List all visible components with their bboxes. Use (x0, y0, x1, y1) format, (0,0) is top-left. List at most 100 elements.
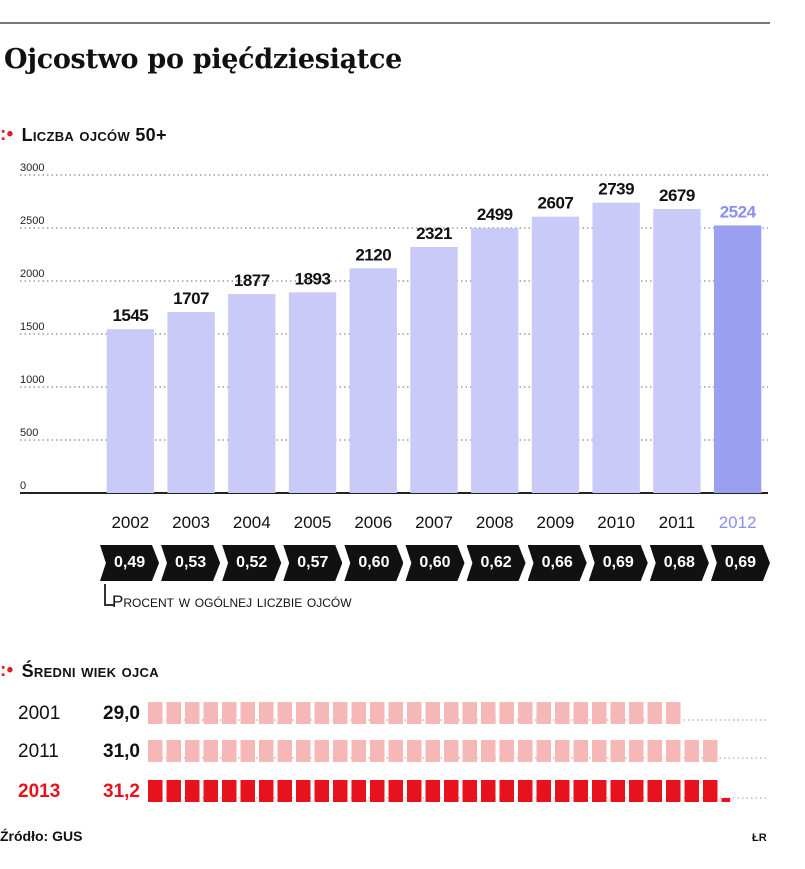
age-segment (240, 740, 255, 762)
age-segment (259, 780, 274, 802)
age-segment (240, 702, 255, 724)
age-value-label: 29,0 (103, 703, 140, 724)
age-segment (222, 702, 237, 724)
age-segment (610, 740, 625, 762)
age-segment (499, 780, 514, 802)
percent-note: Procent w ogólnej liczbie ojców (104, 584, 352, 612)
percent-badge: 0,62 (466, 545, 526, 581)
age-segment (518, 702, 533, 724)
bar (167, 312, 215, 493)
age-segment (148, 702, 163, 724)
age-segment (647, 702, 662, 724)
percent-note-label: Procent w ogólnej liczbie ojców (112, 592, 352, 611)
average-age-chart: 2001 29,0 2011 31,0 2013 31,2 (0, 700, 768, 804)
age-segment (444, 780, 459, 802)
age-segment (166, 702, 181, 724)
age-segment (647, 780, 662, 802)
age-segment (666, 702, 681, 724)
section-average-age: :• Średni wiek ojca (0, 660, 159, 682)
age-segment (684, 740, 699, 762)
age-segment (370, 780, 385, 802)
age-segment (444, 740, 459, 762)
age-segment (629, 780, 644, 802)
age-segment (259, 702, 274, 724)
fathers-bar-chart: 0 500 1000 1500 2000 2500 3000 1545 2002 1707 2003… (20, 162, 768, 532)
age-segment (277, 740, 292, 762)
x-tick-label: 2004 (233, 513, 271, 532)
label-mask (0, 700, 145, 726)
age-segment (629, 702, 644, 724)
age-segment (481, 740, 496, 762)
age-segment (166, 780, 181, 802)
age-segment (407, 780, 422, 802)
bar (349, 268, 397, 493)
age-segment (462, 740, 477, 762)
percent-badge: 0,57 (283, 545, 343, 581)
age-segment (296, 702, 311, 724)
section-title-age: Średni wiek ojca (21, 660, 159, 681)
x-tick-label: 2007 (415, 513, 453, 532)
age-segment (407, 740, 422, 762)
y-tick-label: 2500 (20, 215, 44, 227)
age-segment (314, 702, 329, 724)
age-segment-partial (721, 798, 731, 802)
age-segment (573, 702, 588, 724)
x-tick-label: 2005 (294, 513, 332, 532)
x-tick-label: 2006 (354, 513, 392, 532)
x-tick-label: 2003 (172, 513, 210, 532)
age-segment (499, 702, 514, 724)
age-segment (370, 740, 385, 762)
age-segment (573, 740, 588, 762)
age-segment (351, 780, 366, 802)
y-tick-label: 1500 (20, 321, 44, 333)
age-segment (351, 740, 366, 762)
section-title-fathers: Liczba ojców 50+ (21, 124, 167, 145)
age-segment (333, 702, 348, 724)
bar-value-label: 2321 (416, 224, 452, 243)
section-marker-icon: :• (0, 124, 14, 145)
bar-value-label: 2607 (538, 194, 574, 213)
bar-value-label: 2739 (598, 180, 634, 199)
percent-badge: 0,68 (649, 545, 709, 581)
age-segment (592, 702, 607, 724)
x-tick-label: 2002 (111, 513, 149, 532)
bar (471, 228, 519, 493)
age-value-label: 31,2 (103, 781, 140, 802)
age-segment (388, 702, 403, 724)
age-segment (481, 780, 496, 802)
age-segment (499, 740, 514, 762)
age-segment (555, 780, 570, 802)
percent-badge: 0,49 (100, 545, 160, 581)
section-marker-icon: :• (0, 660, 14, 681)
age-segment (703, 740, 718, 762)
age-segment (425, 740, 440, 762)
age-segment (481, 702, 496, 724)
age-segment (333, 780, 348, 802)
bar (531, 216, 580, 493)
age-segment (185, 740, 200, 762)
bar (106, 329, 155, 493)
age-segment (647, 740, 662, 762)
age-segment (425, 702, 440, 724)
age-segment (407, 702, 422, 724)
age-segment (277, 780, 292, 802)
percent-badge: 0,52 (222, 545, 282, 581)
y-tick-label: 2000 (20, 268, 44, 280)
percent-badge: 0,60 (344, 545, 404, 581)
age-segment (666, 740, 681, 762)
bar-value-label: 2679 (659, 186, 695, 205)
bar-value-label: 2499 (477, 205, 513, 224)
percent-badge: 0,53 (161, 545, 221, 581)
age-segment (185, 702, 200, 724)
age-segment (629, 740, 644, 762)
age-year-label: 2001 (18, 703, 60, 724)
age-segment (555, 702, 570, 724)
age-segment (296, 780, 311, 802)
age-segment (536, 702, 551, 724)
source-note: Źródło: GUS (0, 828, 83, 844)
age-segment (592, 780, 607, 802)
age-segment (277, 702, 292, 724)
x-tick-label: 2008 (476, 513, 514, 532)
age-segment (222, 780, 237, 802)
y-tick-label: 3000 (20, 162, 44, 174)
